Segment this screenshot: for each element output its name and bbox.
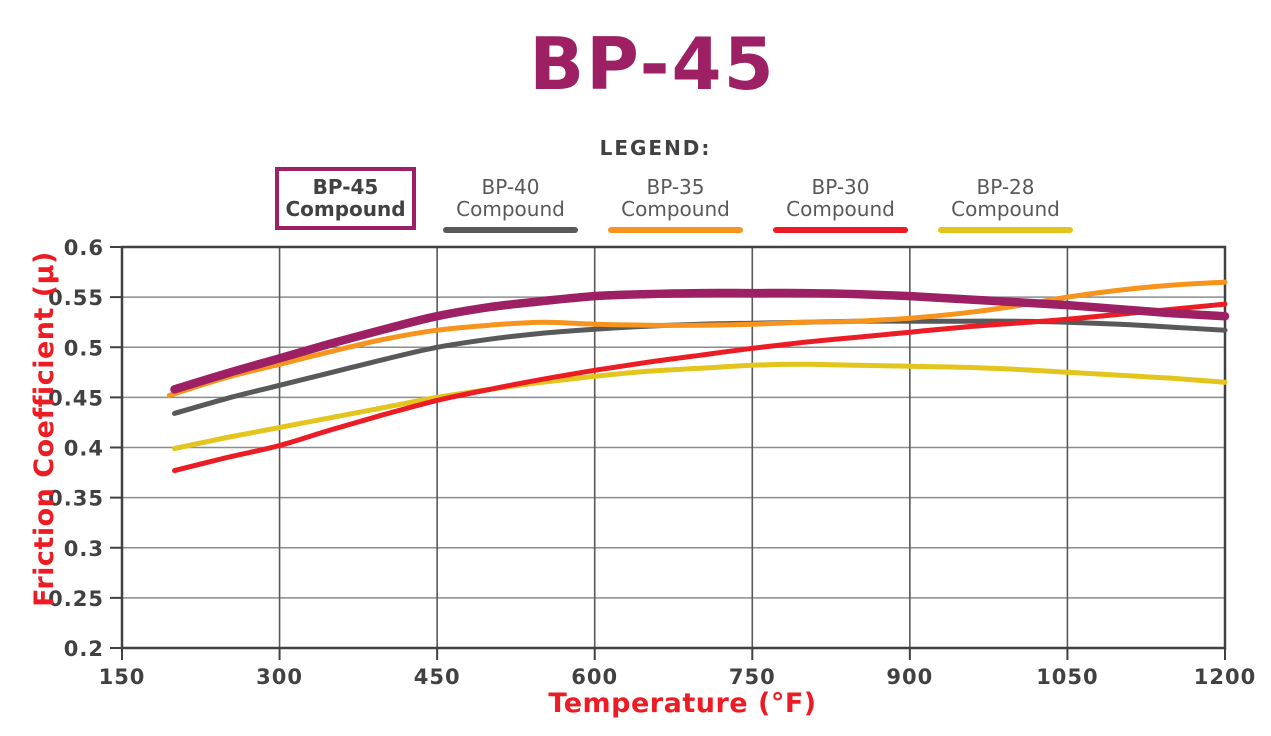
legend-item-bp-30: BP-30 Compound <box>770 167 911 233</box>
x-tick-label: 150 <box>99 665 146 689</box>
y-tick-label: 0.25 <box>48 587 104 611</box>
legend-label: BP-40 <box>481 175 540 199</box>
legend-item-bp-28: BP-28 Compound <box>935 167 1076 233</box>
x-tick-label: 450 <box>414 665 461 689</box>
y-tick-label: 0.3 <box>64 537 104 561</box>
y-tick-label: 0.6 <box>64 236 104 260</box>
legend-swatch-bp-28 <box>938 227 1073 233</box>
x-tick-label: 900 <box>886 665 933 689</box>
legend-sublabel: Compound <box>285 197 406 221</box>
legend-swatch-bp-35 <box>608 227 743 233</box>
legend-swatch-bp-30 <box>773 227 908 233</box>
y-tick-label: 0.4 <box>64 437 104 461</box>
legend-item-bp-45: BP-45 Compound <box>275 167 416 230</box>
legend-swatch-bp-40 <box>443 227 578 233</box>
x-tick-label: 600 <box>571 665 618 689</box>
legend-sublabel: Compound <box>786 197 895 221</box>
legend-sublabel: Compound <box>621 197 730 221</box>
x-axis-title: Temperature (°F) <box>548 688 817 719</box>
x-tick-label: 750 <box>729 665 776 689</box>
y-tick-label: 0.2 <box>64 637 104 661</box>
legend-sublabel: Compound <box>951 197 1060 221</box>
x-tick-label: 1200 <box>1194 665 1256 689</box>
x-tick-label: 300 <box>256 665 303 689</box>
legend-label: BP-35 <box>646 175 705 199</box>
y-tick-label: 0.5 <box>64 336 104 360</box>
series-line-bp-45 <box>170 288 1230 394</box>
legend-label: BP-28 <box>976 175 1035 199</box>
y-tick-label: 0.55 <box>48 286 104 310</box>
y-tick-label: 0.35 <box>48 487 104 511</box>
legend-label: BP-45 <box>312 175 379 199</box>
y-axis-title: Friction Coefficient (μ) <box>29 251 60 607</box>
legend-title: LEGEND: <box>599 136 712 160</box>
page-title: BP-45 <box>529 22 776 106</box>
series-line-bp-35 <box>166 279 1228 398</box>
legend-sublabel: Compound <box>456 197 565 221</box>
legend: BP-45 Compound BP-40 Compound BP-35 Compound B… <box>40 167 1271 233</box>
legend-label: BP-30 <box>811 175 870 199</box>
legend-item-bp-40: BP-40 Compound <box>440 167 581 233</box>
series-line-bp-28 <box>172 361 1228 452</box>
y-tick-label: 0.45 <box>48 386 104 410</box>
x-tick-label: 1050 <box>1036 665 1098 689</box>
series-line-bp-30 <box>172 301 1228 474</box>
legend-item-bp-35: BP-35 Compound <box>605 167 746 233</box>
